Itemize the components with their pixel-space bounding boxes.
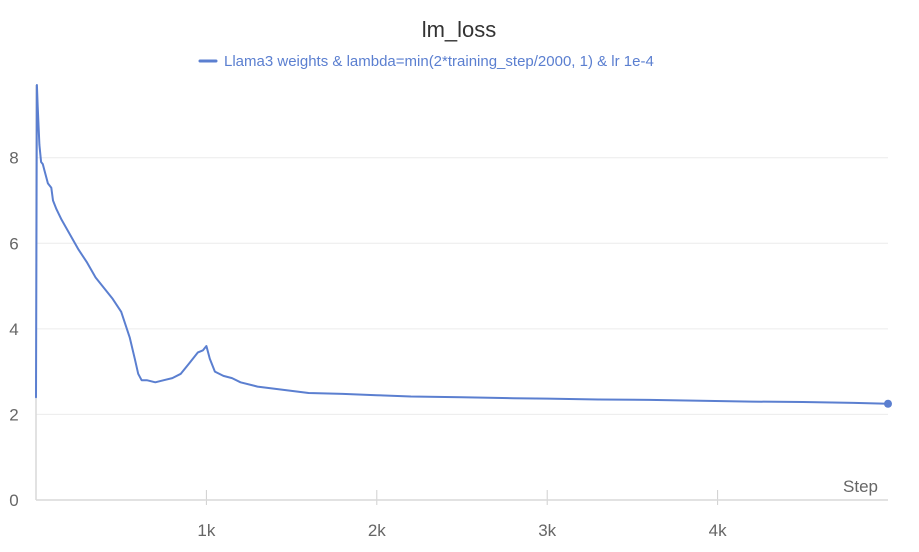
gridlines: [36, 157, 888, 415]
y-tick-label: 2: [9, 405, 18, 424]
y-axis-ticks: 0 2 4 6 8: [9, 149, 18, 510]
y-tick-label: 4: [9, 320, 18, 339]
y-tick-label: 0: [9, 491, 18, 510]
x-tick-label: 2k: [368, 521, 386, 540]
x-axis-ticks: 1k 2k 3k 4k: [197, 490, 727, 540]
legend-label: Llama3 weights & lambda=min(2*training_s…: [224, 53, 654, 70]
x-tick-label: 1k: [197, 521, 215, 540]
x-tick-label: 4k: [709, 521, 727, 540]
chart-title: lm_loss: [422, 17, 497, 42]
x-axis-title: Step: [843, 477, 878, 496]
series-layer[interactable]: [35, 84, 892, 408]
x-tick-label: 3k: [538, 521, 556, 540]
y-tick-label: 8: [9, 149, 18, 168]
y-tick-label: 6: [9, 234, 18, 253]
series-end-point[interactable]: [884, 399, 892, 408]
series-line[interactable]: [35, 84, 889, 405]
legend[interactable]: Llama3 weights & lambda=min(2*training_s…: [198, 53, 654, 70]
